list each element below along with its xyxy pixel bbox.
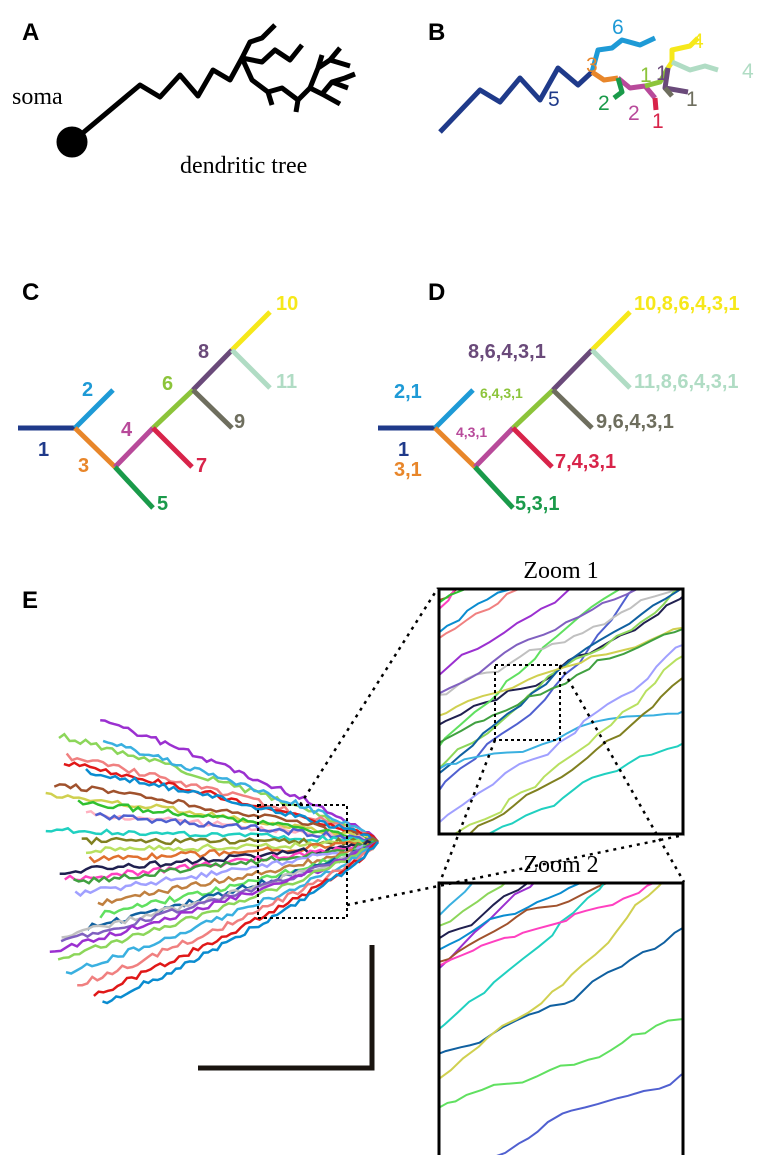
segment-label: 7 [196, 455, 207, 477]
segment-label: 4 [121, 419, 133, 441]
segment-label: 10,8,6,4,3,1 [634, 293, 740, 315]
trace [435, 918, 695, 1055]
segment-label: 5 [548, 88, 560, 111]
segment-label: 8,6,4,3,1 [468, 341, 546, 363]
colored-neuron [440, 38, 718, 132]
segment-label: 1 [686, 88, 698, 111]
segment-label: 6,4,3,1 [480, 385, 523, 401]
trace [435, 669, 700, 855]
trace [435, 490, 696, 679]
segment-label: 11 [276, 371, 297, 393]
segment-label: 6 [162, 373, 173, 395]
segment-label: 2 [628, 102, 640, 125]
dendrogram: 1 2 3 4 5 6 7 8 9 10 11 [18, 293, 298, 515]
segment [553, 390, 592, 428]
segment-label: 5 [157, 493, 168, 515]
segment-label: 2,1 [394, 381, 422, 403]
segment [553, 350, 592, 390]
segment-label: 9,6,4,3,1 [596, 411, 674, 433]
segment-label: 4,3,1 [456, 424, 487, 440]
segment-label: 4 [692, 30, 704, 53]
trace [435, 580, 705, 696]
trace [435, 1016, 696, 1110]
segment-label: 5,3,1 [515, 493, 559, 515]
segment-label: 2 [598, 92, 610, 115]
panel-label: B [428, 19, 445, 46]
trace [435, 570, 698, 772]
segment-label: 10 [276, 293, 298, 315]
segment [513, 428, 552, 467]
segment-label: 9 [234, 411, 245, 433]
segment [232, 350, 270, 388]
segment [153, 428, 192, 467]
panel-label: D [428, 279, 445, 306]
tree-label: dendritic tree [180, 153, 307, 179]
segment-label: 3 [78, 455, 89, 477]
segment [592, 312, 630, 350]
segment [115, 467, 153, 508]
dendrogram: 1 2,1 3,1 4,3,1 5,3,1 6,4,3,1 7,4,3,1 8,6,4,3,1… [378, 293, 740, 515]
segment-label: 1 [38, 439, 49, 461]
segment-label: 3,1 [394, 459, 422, 481]
trace [435, 792, 697, 1033]
segment [75, 390, 113, 428]
segment-label: 4 [742, 60, 754, 83]
segment-label: 3 [586, 54, 598, 77]
segment [475, 467, 513, 508]
zoom-title: Zoom 2 [523, 852, 598, 878]
segment-label: 1 [656, 62, 668, 85]
segment-label: 1 [398, 439, 409, 461]
zoom-title: Zoom 1 [523, 558, 598, 584]
segment [153, 390, 193, 428]
segment-label: 7,4,3,1 [555, 451, 616, 473]
panel-label: A [22, 19, 39, 46]
segment [193, 390, 232, 428]
segment [592, 350, 630, 388]
segment-label: 8 [198, 341, 209, 363]
panel-label: C [22, 279, 39, 306]
segment-label: 2 [82, 379, 93, 401]
segment-label: 1 [640, 64, 652, 87]
segment-label: 11,8,6,4,3,1 [634, 371, 739, 393]
trace [435, 626, 699, 745]
neuron [59, 25, 355, 155]
zoom2-traces [435, 707, 703, 1155]
figure: A soma dendritic tree B 63522111441 C 12… [0, 0, 774, 1155]
segment [435, 390, 473, 428]
trace [435, 577, 703, 776]
segment-label: 6 [612, 16, 624, 39]
soma-label: soma [12, 84, 63, 110]
panel-label: E [22, 587, 38, 614]
segment-label: 1 [652, 110, 664, 133]
trace [435, 1067, 695, 1155]
segment [232, 312, 270, 350]
